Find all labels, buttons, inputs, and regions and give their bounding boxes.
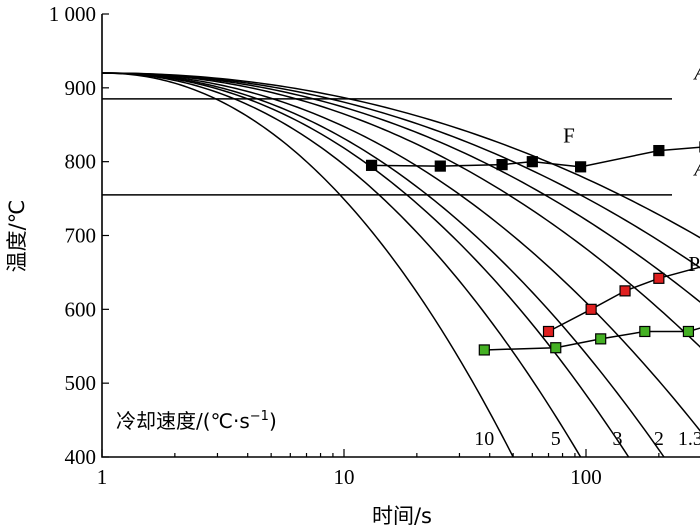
critical-label-main: A (692, 61, 700, 85)
point-F-0 (365, 159, 378, 171)
series-label-F: F (563, 123, 575, 147)
point-B-4 (682, 325, 695, 338)
point-P-2 (619, 285, 631, 297)
cooling-rate-label-2: 2 (654, 428, 664, 450)
point-B-2 (595, 333, 607, 345)
y-tick-label-400: 400 (65, 445, 97, 469)
cooling-curve-3 (101, 72, 630, 458)
cooling-curve-5 (101, 72, 582, 458)
cooling-curve-10 (101, 72, 514, 458)
cooling-rate-title-main: 冷却速度/(℃·s (116, 409, 250, 433)
critical-label-main: A (692, 157, 700, 181)
point-B-0 (478, 344, 490, 356)
point-F-3 (526, 156, 538, 168)
cooling-curve-2 (101, 72, 665, 458)
y-tick-label-500: 500 (65, 371, 97, 395)
point-F-4 (575, 161, 587, 173)
series-line-P (548, 266, 700, 333)
y-tick-label-900: 900 (65, 76, 97, 100)
cooling-rate-title-end: ) (269, 409, 277, 433)
series-line-B (484, 327, 700, 351)
series-label-P: P (688, 252, 700, 276)
point-F-5 (653, 144, 665, 157)
cooling-curves (101, 72, 700, 458)
cooling-rate-label-10: 10 (474, 428, 494, 450)
y-tick-label-600: 600 (65, 297, 97, 321)
cooling-rate-title: 冷却速度/(℃·s−1) (116, 409, 277, 433)
cooling-curve-0-1 (101, 72, 700, 239)
transformation-lines (371, 146, 700, 351)
cooling-curve-0-2 (101, 72, 700, 269)
cooling-curve-1-3 (101, 72, 700, 432)
point-P-1 (585, 303, 597, 315)
y-axis-title: 温度/℃ (5, 200, 29, 273)
x-axis-title: 时间/s (372, 504, 432, 528)
transformation-points (365, 141, 700, 356)
point-P-0 (542, 325, 555, 338)
cooling-rate-label-5: 5 (551, 428, 561, 450)
point-F-1 (434, 160, 446, 172)
critical-label-c1: Ac1=750 ℃ (692, 157, 700, 185)
x-tick-label-1: 1 (97, 465, 108, 489)
cooling-curve-0-3 (101, 72, 700, 303)
cooling-curve-0-5 (101, 72, 700, 348)
critical-temperature-lines (102, 98, 672, 196)
critical-label-c3: Ac3=890 ℃ (692, 61, 700, 89)
x-tick-label-10: 10 (334, 465, 355, 489)
point-B-1 (550, 342, 562, 354)
cooling-rate-title-sup: −1 (250, 409, 269, 424)
y-tick-label-700: 700 (65, 224, 97, 248)
y-tick-label-1000: 1 000 (49, 2, 96, 26)
point-B-3 (639, 325, 651, 338)
y-tick-label-800: 800 (65, 150, 97, 174)
cooling-rate-label-1-3: 1.3 (678, 428, 700, 450)
x-tick-label-100: 100 (570, 465, 602, 489)
point-F-2 (496, 159, 508, 171)
point-P-3 (653, 272, 665, 284)
cooling-rate-label-3: 3 (613, 428, 623, 450)
